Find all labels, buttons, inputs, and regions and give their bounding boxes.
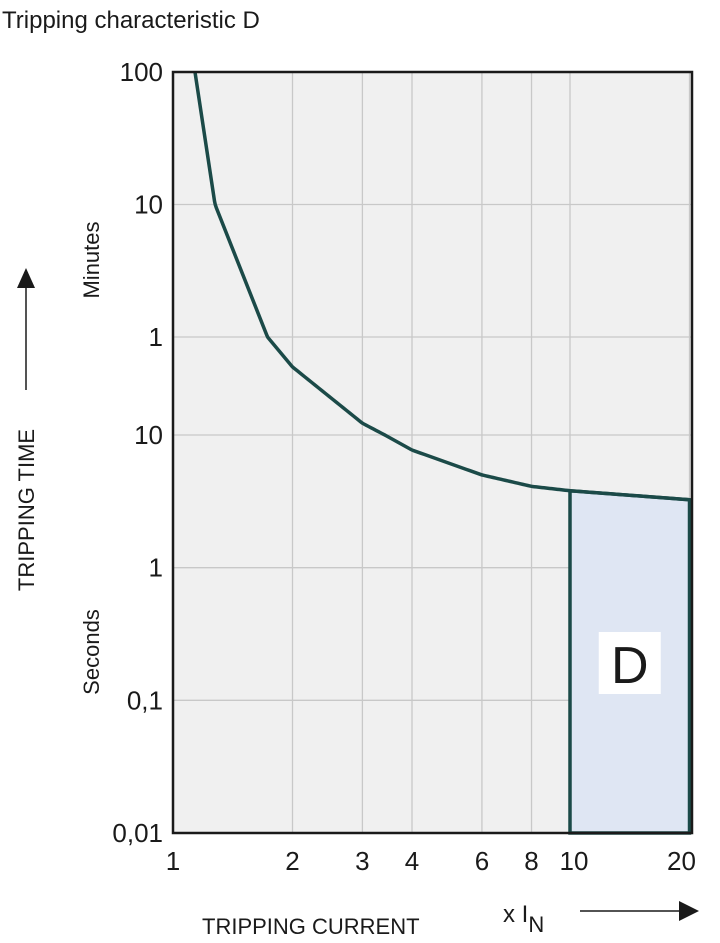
x-axis-label: TRIPPING CURRENT xyxy=(202,914,420,939)
x-tick-label: 1 xyxy=(166,846,180,876)
y-axis-label: TRIPPING TIME xyxy=(14,429,39,591)
x-axis-unit: x IN xyxy=(503,901,544,937)
x-tick-label: 3 xyxy=(355,846,369,876)
y-tick-label: 10 xyxy=(134,420,163,450)
series-curve xyxy=(193,71,690,502)
region-label-box xyxy=(598,632,661,694)
y-tick-labels: 100 10 1 10 1 0,1 0,01 xyxy=(112,57,163,848)
region-d: D xyxy=(568,488,692,835)
x-axis-unit-subscript: N xyxy=(528,912,544,937)
x-tick-label: 6 xyxy=(475,846,489,876)
plot-border xyxy=(171,70,694,835)
x-axis-arrow-icon xyxy=(580,901,699,921)
chart-title: Tripping characteristic D xyxy=(2,7,260,34)
y-axis-arrow-icon xyxy=(17,268,35,390)
y-tick-label: 1 xyxy=(149,553,163,583)
y-tick-label: 100 xyxy=(120,57,163,87)
y-tick-label: 0,01 xyxy=(112,818,163,848)
x-tick-label: 10 xyxy=(560,846,589,876)
region-label: D xyxy=(611,637,649,695)
y-tick-label: 0,1 xyxy=(127,685,163,715)
x-tick-labels: 1 2 3 4 6 8 10 20 xyxy=(166,846,696,876)
y-tick-label: 1 xyxy=(149,322,163,352)
y-label-minutes: Minutes xyxy=(79,221,104,298)
y-label-seconds: Seconds xyxy=(79,609,104,695)
x-tick-label: 4 xyxy=(405,846,419,876)
y-tick-label: 10 xyxy=(134,190,163,220)
x-tick-label: 20 xyxy=(667,846,696,876)
x-tick-label: 8 xyxy=(524,846,538,876)
x-tick-label: 2 xyxy=(285,846,299,876)
